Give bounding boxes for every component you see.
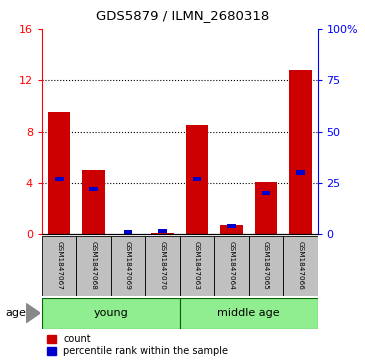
Bar xyxy=(289,70,311,234)
Bar xyxy=(296,170,305,175)
Bar xyxy=(214,236,249,296)
Bar xyxy=(145,236,180,296)
Bar xyxy=(42,298,180,329)
Polygon shape xyxy=(26,303,40,323)
Text: GSM1847063: GSM1847063 xyxy=(194,241,200,290)
Bar xyxy=(82,170,105,234)
Text: GSM1847067: GSM1847067 xyxy=(56,241,62,290)
Bar xyxy=(220,225,243,234)
Bar xyxy=(89,187,98,191)
Bar xyxy=(151,233,174,234)
Text: GDS5879 / ILMN_2680318: GDS5879 / ILMN_2680318 xyxy=(96,9,269,22)
Bar xyxy=(283,236,318,296)
Bar xyxy=(249,236,283,296)
Text: middle age: middle age xyxy=(217,308,280,318)
Bar xyxy=(255,182,277,234)
Bar xyxy=(180,298,318,329)
Bar xyxy=(227,224,236,228)
Bar xyxy=(42,236,76,296)
Bar xyxy=(111,236,145,296)
Bar xyxy=(48,113,70,234)
Text: young: young xyxy=(93,308,128,318)
Text: GSM1847064: GSM1847064 xyxy=(228,241,234,290)
Text: GSM1847068: GSM1847068 xyxy=(91,241,97,290)
Text: GSM1847065: GSM1847065 xyxy=(263,241,269,290)
Text: GSM1847070: GSM1847070 xyxy=(160,241,166,290)
Bar xyxy=(262,191,270,195)
Legend: count, percentile rank within the sample: count, percentile rank within the sample xyxy=(47,334,228,356)
Bar xyxy=(55,176,64,181)
Text: age: age xyxy=(5,308,26,318)
Bar xyxy=(124,230,132,234)
Text: GSM1847066: GSM1847066 xyxy=(297,241,303,290)
Bar xyxy=(193,176,201,181)
Bar xyxy=(158,229,167,233)
Text: GSM1847069: GSM1847069 xyxy=(125,241,131,290)
Bar xyxy=(180,236,214,296)
Bar xyxy=(76,236,111,296)
Bar xyxy=(186,125,208,234)
